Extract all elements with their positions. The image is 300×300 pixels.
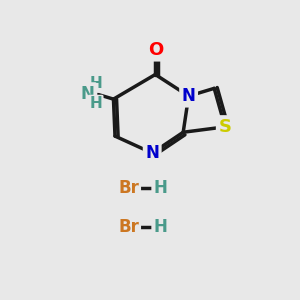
Text: S: S [218, 118, 232, 136]
Text: N: N [81, 85, 95, 103]
Text: H: H [153, 218, 167, 236]
Text: H: H [89, 96, 102, 111]
Text: Br: Br [118, 218, 140, 236]
Text: O: O [148, 41, 163, 59]
Text: H: H [153, 179, 167, 197]
Text: N: N [145, 144, 159, 162]
Text: Br: Br [118, 179, 140, 197]
Text: N: N [182, 87, 196, 105]
Text: H: H [89, 76, 102, 91]
